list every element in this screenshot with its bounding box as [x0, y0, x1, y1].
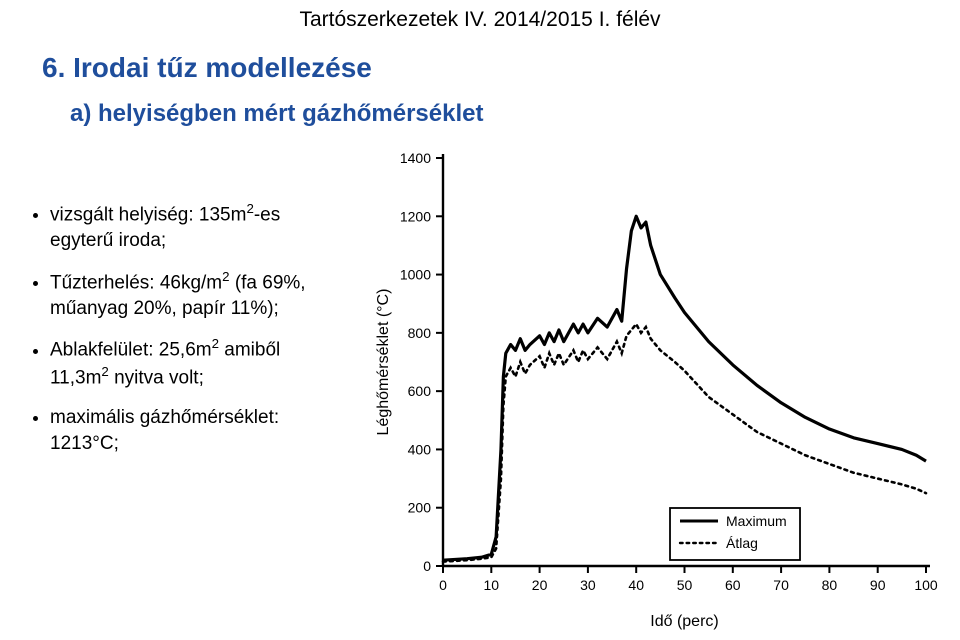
svg-text:60: 60	[725, 577, 741, 593]
svg-text:100: 100	[914, 577, 938, 593]
chart-svg: 0102030405060708090100020040060080010001…	[368, 146, 938, 636]
svg-text:90: 90	[870, 577, 886, 593]
svg-text:30: 30	[580, 577, 596, 593]
svg-text:Léghőmérséklet (°C): Léghőmérséklet (°C)	[375, 289, 392, 436]
svg-text:1400: 1400	[400, 150, 431, 166]
temperature-chart: 0102030405060708090100020040060080010001…	[368, 146, 938, 636]
svg-text:50: 50	[677, 577, 693, 593]
svg-text:800: 800	[408, 325, 432, 341]
page-header: Tartószerkezetek IV. 2014/2015 I. félév	[0, 8, 960, 32]
bullet-item: maximális gázhőmérséklet: 1213°C;	[50, 405, 328, 456]
bullet-item: Ablakfelület: 25,6m2 amiből 11,3m2 nyitv…	[50, 335, 328, 391]
svg-text:200: 200	[408, 500, 432, 516]
bullet-item: Tűzterhelés: 46kg/m2 (fa 69%, műanyag 20…	[50, 268, 328, 322]
svg-text:0: 0	[439, 577, 447, 593]
svg-text:Maximum: Maximum	[726, 513, 787, 529]
page-root: Tartószerkezetek IV. 2014/2015 I. félév …	[0, 0, 960, 640]
svg-text:0: 0	[423, 558, 431, 574]
svg-text:400: 400	[408, 441, 432, 457]
svg-text:Idő (perc): Idő (perc)	[650, 613, 718, 630]
svg-text:1200: 1200	[400, 208, 431, 224]
bullet-list: vizsgált helyiség: 135m2-es egyterű irod…	[28, 200, 328, 470]
bullet-item: vizsgált helyiség: 135m2-es egyterű irod…	[50, 200, 328, 254]
svg-text:1000: 1000	[400, 267, 431, 283]
svg-text:20: 20	[532, 577, 548, 593]
svg-text:600: 600	[408, 383, 432, 399]
svg-text:80: 80	[822, 577, 838, 593]
svg-text:10: 10	[484, 577, 500, 593]
svg-text:Átlag: Átlag	[726, 535, 758, 551]
svg-text:70: 70	[773, 577, 789, 593]
section-title: 6. Irodai tűz modellezése	[42, 52, 372, 84]
section-subtitle: a) helyiségben mért gázhőmérséklet	[70, 100, 483, 128]
svg-text:40: 40	[628, 577, 644, 593]
